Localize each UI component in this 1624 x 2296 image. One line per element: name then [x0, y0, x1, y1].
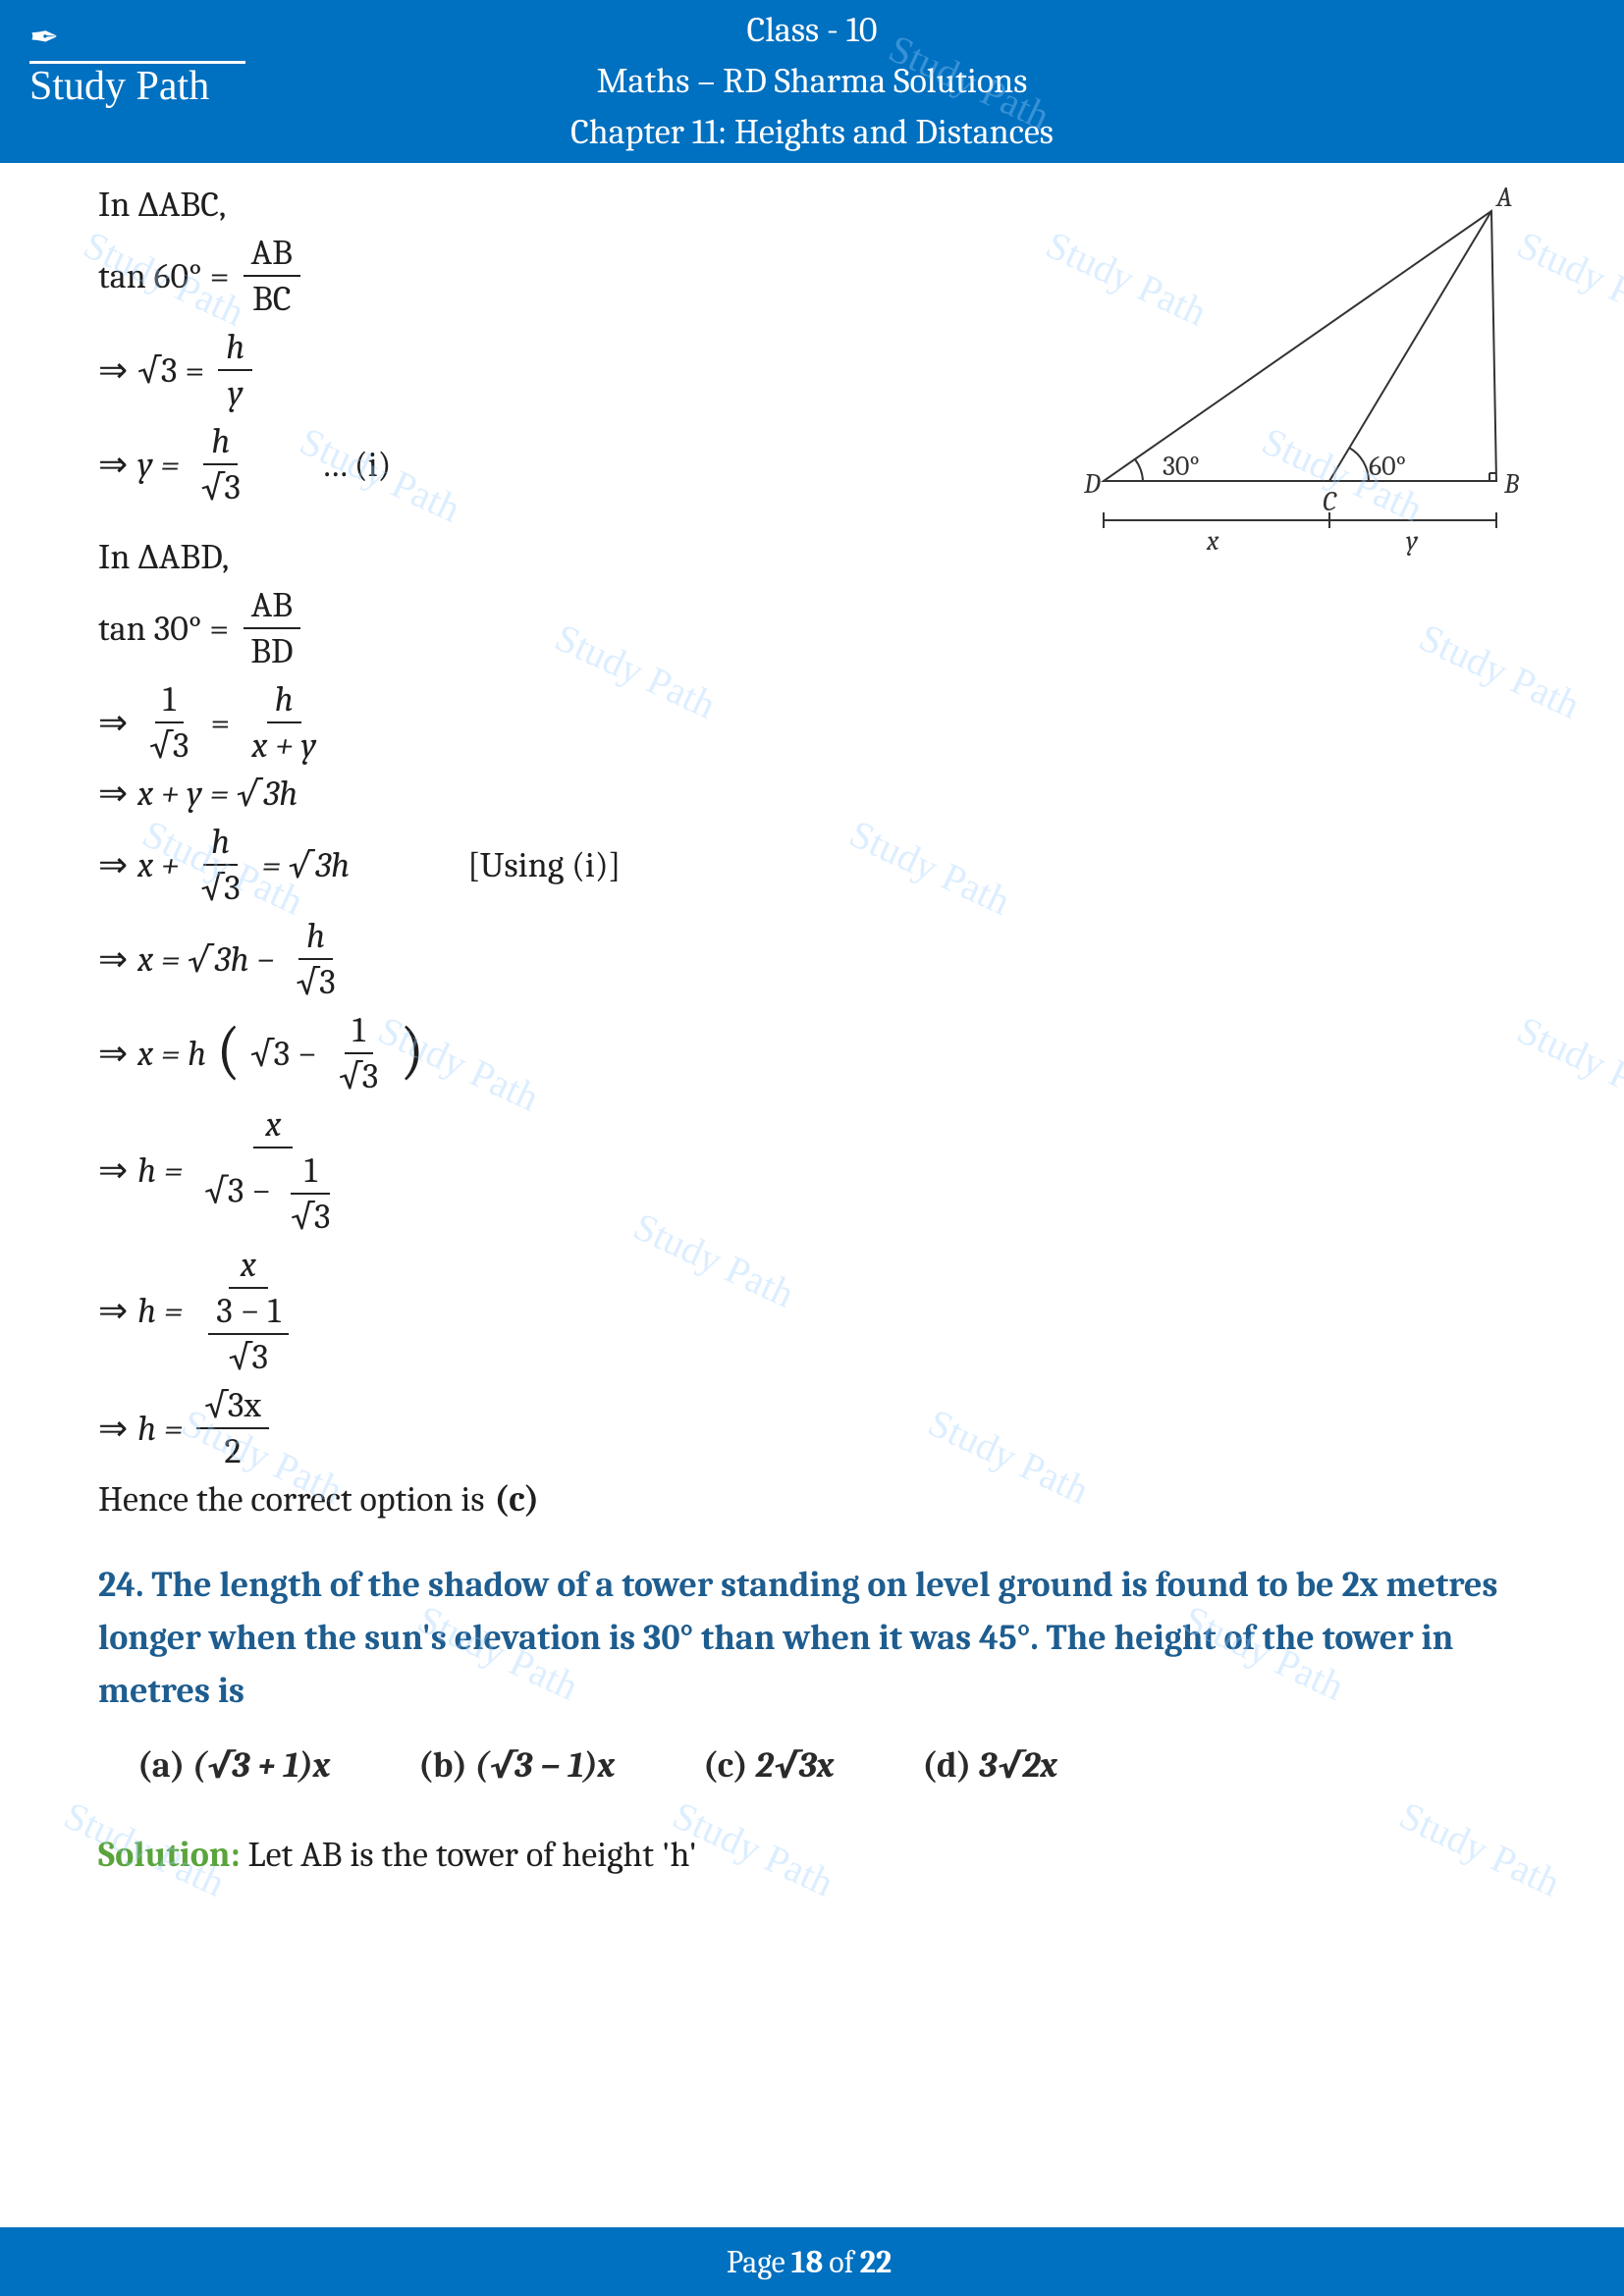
step-7: 1√3 = hx + y — [98, 679, 1526, 766]
question-options: (a) (√3 + 1)x (b) (√3 − 1)x (c) 2√3x (d)… — [137, 1745, 1526, 1786]
step-13: h = x 3 − 1√3 — [98, 1245, 1526, 1377]
svg-text:y: y — [1406, 525, 1419, 557]
svg-text:60°: 60° — [1369, 451, 1406, 482]
option-c: (c) 2√3x — [703, 1745, 834, 1786]
step-6: tan 30° = ABBD — [98, 585, 1526, 671]
step-12: h = x √3 − 1√3 — [98, 1104, 1526, 1237]
svg-text:D: D — [1084, 468, 1101, 500]
svg-text:C: C — [1323, 486, 1337, 517]
solution-label: Solution: — [98, 1835, 241, 1875]
header-banner: ✒ Study Path Class - 10 Maths – RD Sharm… — [0, 0, 1624, 163]
page-content: A B C D 30° 60° x y In ∆ABC, tan 60° = A… — [98, 177, 1526, 2188]
svg-text:B: B — [1503, 468, 1520, 500]
logo-icon: ✒ — [29, 20, 59, 55]
step-14: h = √3x2 — [98, 1385, 1526, 1471]
footer-banner: Page 18 of 22 — [0, 2227, 1624, 2296]
solution-line: Solution: Let AB is the tower of height … — [98, 1835, 1526, 1875]
step-11: x = h √3 − 1√3 — [98, 1010, 1526, 1096]
question-24: 24. The length of the shadow of a tower … — [98, 1559, 1526, 1718]
option-d: (d) 3√2x — [922, 1745, 1057, 1786]
header-line3: Chapter 11: Heights and Distances — [0, 107, 1624, 158]
option-a: (a) (√3 + 1)x — [137, 1745, 330, 1786]
step-10: x = √3h − h√3 — [98, 916, 1526, 1002]
svg-text:x: x — [1206, 525, 1219, 557]
logo: ✒ Study Path — [29, 20, 245, 107]
step-8: x + y = √3h — [98, 774, 1526, 814]
svg-text:30°: 30° — [1163, 451, 1200, 482]
conclusion: Hence the correct option is (c) — [98, 1479, 1526, 1520]
option-b: (b) (√3 − 1)x — [418, 1745, 615, 1786]
triangle-diagram: A B C D 30° 60° x y — [1084, 187, 1526, 579]
step-9: x + h√3 = √3h [Using (i)] — [98, 822, 1526, 908]
logo-text: Study Path — [29, 66, 245, 107]
svg-text:A: A — [1495, 187, 1512, 213]
